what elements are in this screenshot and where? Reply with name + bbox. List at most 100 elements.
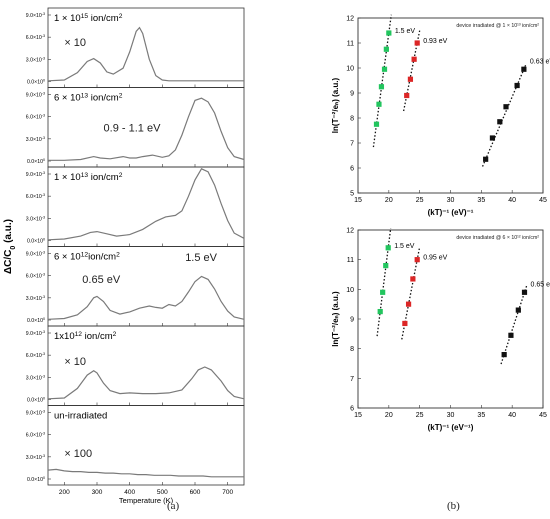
x-tick-label: 45	[539, 412, 547, 419]
y-tick-label: 3.0×10-3	[26, 136, 45, 143]
x-tick-label: 35	[477, 412, 485, 419]
data-point	[383, 46, 389, 52]
spectrum-line	[48, 97, 245, 161]
annotation-label: × 100	[64, 448, 92, 460]
x-tick-label: 15	[354, 412, 362, 419]
y-tick-label: 9.0×10-3	[26, 251, 45, 258]
data-point	[381, 66, 388, 72]
data-point	[385, 245, 391, 251]
x-axis-title: (kT)⁻¹ (eV)⁻¹	[428, 208, 474, 217]
caption-b: (b)	[447, 500, 460, 512]
y-tick-label: 7	[350, 141, 354, 148]
x-tick-label: 700	[222, 489, 233, 496]
fit-line	[401, 246, 421, 340]
y-tick-label: 9.0×10-3	[26, 330, 45, 337]
series-energy-label: 0.65 eV	[531, 281, 550, 288]
series-energy-label: 0.63 eV	[530, 58, 550, 65]
x-tick-label: 400	[124, 489, 135, 496]
plot-frame	[357, 229, 544, 409]
y-tick-label: 9	[350, 317, 354, 324]
data-point	[407, 76, 414, 82]
x-tick-label: 25	[416, 197, 424, 204]
x-tick-label: 40	[508, 412, 516, 419]
y-tick-label: 6	[350, 406, 354, 413]
y-tick-label: 6.0×10-3	[26, 114, 45, 121]
plot-title: device irradiated @ 1 × 10¹³ ion/cm²	[456, 23, 539, 29]
x-tick-label: 20	[385, 412, 393, 419]
x-tick-label: 35	[477, 197, 485, 204]
y-tick-label: 3.0×10-3	[26, 374, 45, 381]
y-tick-label: 12	[346, 228, 354, 235]
y-tick-label: 6.0×10-3	[26, 273, 45, 280]
annotation-label: 0.65 eV	[82, 274, 121, 286]
y-axis-title: ΔC/C0 (a.u.)	[3, 219, 17, 274]
annotation-label: 0.9 - 1.1 eV	[104, 122, 162, 134]
y-tick-label: 6.0×10-3	[26, 352, 45, 359]
y-tick-label: 11	[347, 257, 354, 264]
data-point	[402, 320, 408, 327]
dlts-panel: 0.0×100 3.0×10-3 6.0×10-3 9.0×10-3 1 × 1015 …	[26, 7, 245, 88]
series-energy-label: 0.95 eV	[423, 255, 447, 262]
data-point	[521, 289, 528, 295]
data-point	[410, 276, 416, 282]
caption-a: (a)	[167, 500, 180, 512]
panel-dose-label: 1 × 1013 ion/cm2	[54, 172, 123, 184]
y-tick-label: 10	[346, 287, 354, 294]
x-tick-label: 600	[190, 489, 201, 496]
x-axis-title: Temperature (K)	[119, 496, 174, 505]
dlts-panel: 0.0×100 3.0×10-3 6.0×10-3 9.0×10-3 1x1012 io…	[26, 325, 245, 406]
y-tick-label: 3.0×10-3	[26, 56, 45, 63]
spectrum-line	[47, 468, 244, 478]
series-energy-label: 0.93 eV	[423, 38, 447, 45]
y-tick-label: 0.0×100	[27, 238, 45, 245]
dlts-panel: 0.0×100 3.0×10-3 6.0×10-3 9.0×10-3 6 × 1012i…	[26, 246, 245, 327]
dlts-panel: 0.0×100 3.0×10-3 6.0×10-3 9.0×10-3 6 × 1013 …	[26, 87, 245, 168]
data-point	[411, 56, 417, 62]
y-tick-label: 8	[350, 116, 354, 123]
y-axis-title: ln(T⁻²/eₙ) (a.u.)	[331, 77, 340, 133]
annotation-label: × 10	[64, 37, 86, 49]
x-tick-label: 15	[354, 197, 362, 204]
y-tick-label: 0.0×100	[27, 476, 45, 483]
y-tick-label: 5	[350, 191, 354, 198]
fit-line	[481, 63, 527, 167]
data-point	[514, 82, 520, 89]
y-tick-label: 11	[347, 41, 354, 48]
panel-dose-label: 6 × 1012ion/cm2	[54, 251, 120, 263]
y-tick-label: 3.0×10-3	[26, 295, 45, 302]
y-tick-label: 9	[350, 91, 354, 98]
arrhenius-chart-1e13: 15 20 25 30 35 40 45 5 6 7 8 9 10 11 12 1.5 eV 0.93 eV 0.…	[331, 14, 550, 217]
arrhenius-chart-6e12: 15 20 25 30 35 40 45 6 7 8 9 10 11 12 1.5 eV 0.95 eV 0.6…	[331, 228, 550, 433]
y-tick-label: 6.0×10-3	[26, 432, 45, 439]
y-tick-label: 0.0×100	[27, 397, 45, 404]
data-point	[373, 121, 380, 127]
y-tick-label: 10	[346, 66, 354, 73]
series-energy-label: 1.5 eV	[395, 28, 416, 35]
dlts-stacked-chart: 0.0×100 3.0×10-3 6.0×10-3 9.0×10-3 1 × 1015 …	[3, 7, 245, 505]
series-energy-label: 1.5 eV	[394, 243, 415, 250]
annotation-label: × 10	[64, 356, 86, 368]
y-tick-label: 0.0×100	[27, 158, 45, 165]
panel-frame	[47, 405, 245, 486]
y-tick-label: 6	[350, 166, 354, 173]
data-point	[521, 66, 527, 72]
y-tick-label: 0.0×100	[27, 79, 45, 86]
x-tick-label: 45	[539, 197, 547, 204]
spectrum-line	[47, 168, 245, 241]
plot-frame	[357, 17, 544, 194]
data-point	[405, 301, 412, 307]
data-point	[501, 352, 507, 358]
y-tick-label: 6.0×10-3	[26, 193, 45, 200]
y-axis-title: ln(T⁻²/eₙ) (a.u.)	[331, 291, 340, 347]
data-point	[376, 101, 382, 107]
data-point	[378, 84, 385, 90]
data-point	[414, 257, 420, 263]
y-tick-label: 7	[350, 376, 354, 383]
annotation-label: 1.5 eV	[185, 252, 217, 264]
y-tick-label: 0.0×100	[27, 317, 45, 324]
data-point	[414, 40, 420, 46]
y-tick-label: 9.0×10-3	[26, 92, 45, 99]
data-point	[483, 156, 489, 162]
y-tick-label: 3.0×10-3	[26, 215, 45, 222]
